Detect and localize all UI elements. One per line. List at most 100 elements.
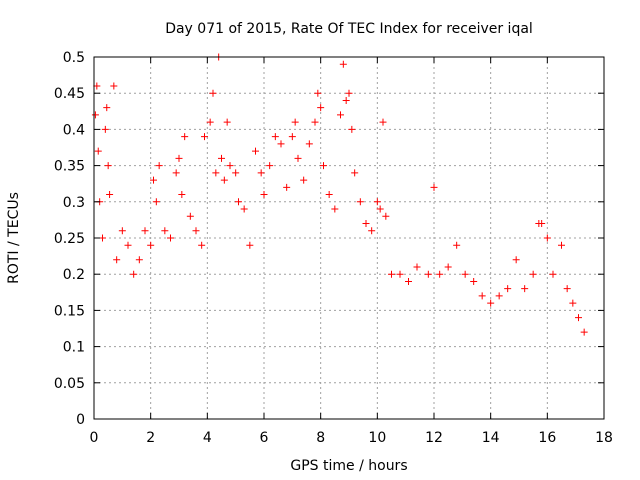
x-tick-label: 0 [90,430,99,446]
y-axis-ticks: 0 0.05 0.1 0.15 0.2 0.25 0.3 0.35 0.4 0.45 0.5 [54,50,604,428]
y-tick-label: 0.1 [63,340,85,356]
data-point [342,96,350,104]
data-point [99,234,106,242]
data-point [331,205,339,213]
data-point [413,263,421,271]
x-tick-label: 14 [482,430,500,446]
x-tick-label: 12 [425,430,443,446]
data-point [314,89,322,97]
data-point [94,147,102,155]
data-point [223,118,231,126]
y-tick-label: 0.2 [63,267,85,283]
y-tick-label: 0.35 [54,159,85,175]
data-point [563,285,571,293]
y-tick-label: 0.45 [54,86,85,102]
data-point [461,270,469,278]
data-points [91,53,588,336]
x-tick-label: 4 [203,430,212,446]
data-point [104,162,112,170]
data-point [362,220,370,228]
data-point [106,191,114,199]
data-point [345,89,353,97]
x-tick-label: 10 [368,430,386,446]
x-tick-label: 8 [316,430,325,446]
data-point [220,176,228,184]
y-tick-label: 0.05 [54,376,85,392]
data-point [538,220,546,228]
data-point [257,169,265,177]
x-tick-label: 18 [595,430,613,446]
data-point [235,198,242,206]
data-point [405,277,412,285]
y-tick-label: 0.15 [54,303,85,319]
data-point [192,227,200,235]
data-point [558,241,565,249]
data-point [130,270,138,278]
y-tick-label: 0.3 [63,195,85,211]
x-tick-label: 2 [146,430,155,446]
data-point [376,205,384,213]
data-point [141,227,149,235]
data-point [101,125,109,133]
y-axis-title: ROTI / TECUs [6,192,22,284]
data-point [575,314,582,322]
data-point [118,227,126,235]
data-point [181,133,189,141]
chart-title: Day 071 of 2015, Rate Of TEC Index for r… [165,21,533,37]
data-point [218,154,225,162]
data-point [260,191,268,199]
data-point [305,140,313,148]
data-point [348,125,356,133]
data-point [103,104,111,112]
data-point [150,176,157,184]
x-tick-label: 16 [538,430,556,446]
y-tick-label: 0.4 [63,122,85,138]
data-point [198,241,206,249]
data-point [470,277,478,285]
data-point [388,270,395,278]
data-point [271,133,279,141]
data-point [283,183,291,191]
data-point [212,169,220,177]
data-point [300,176,308,184]
data-point [320,162,327,170]
data-point [543,234,551,242]
data-point [152,198,160,206]
x-axis-ticks: 0 2 4 6 8 10 12 14 16 18 [90,57,613,446]
data-point [373,198,381,206]
data-point [172,169,180,177]
data-point [294,154,302,162]
data-point [444,263,452,271]
data-point [201,133,208,141]
data-point [209,89,217,97]
data-point [91,111,99,119]
data-point [379,118,387,126]
data-point [232,169,240,177]
data-point [240,205,248,213]
y-tick-label: 0.25 [54,231,85,247]
data-point [206,118,214,126]
data-point [311,118,319,126]
data-point [368,227,376,235]
data-point [351,169,359,177]
x-axis-title: GPS time / hours [290,458,407,474]
data-point [356,198,364,206]
data-point [430,183,438,191]
data-point [512,256,520,264]
data-point [113,256,121,264]
data-point [161,227,169,235]
data-point [266,162,274,170]
data-point [424,270,432,278]
data-point [246,241,254,249]
data-point [549,270,557,278]
data-point [178,191,186,199]
data-point [529,270,537,278]
data-point [495,292,503,300]
data-point [155,162,163,170]
data-point [580,328,588,336]
data-point [288,133,296,141]
data-point [175,154,183,162]
data-point [453,241,461,249]
x-tick-label: 6 [260,430,269,446]
